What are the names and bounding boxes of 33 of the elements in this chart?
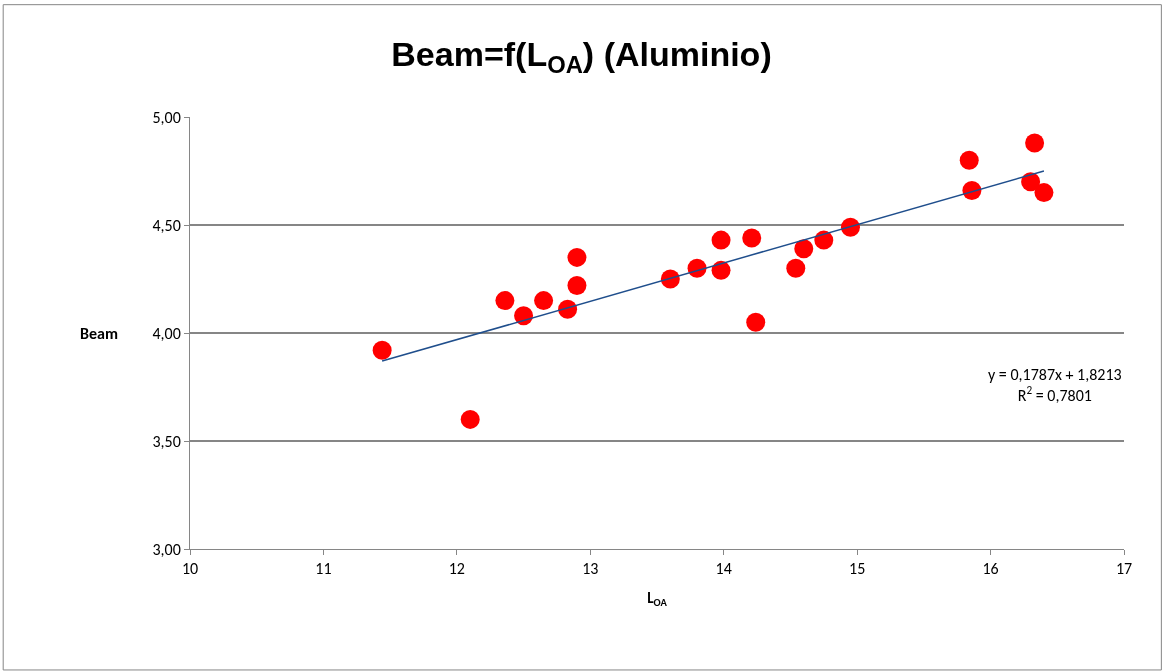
y-axis-title: Beam: [80, 324, 118, 343]
chart-title: Beam=f(L$_{OA}$) (Aluminio): [391, 34, 772, 78]
y-tick-label: 3,50: [152, 431, 181, 451]
y-tick-label: 3,00: [152, 539, 181, 559]
x-tick-label: 15: [849, 559, 866, 579]
x-tick-label: 17: [1115, 559, 1133, 579]
point: [534, 291, 554, 311]
annotation: y = 0,1787x + 1,8213 R$^{2}$ = 0,7801: [988, 365, 1122, 405]
x-axis-title: L$_{OA}$: [647, 589, 668, 610]
point: [567, 247, 587, 267]
point: [567, 275, 587, 295]
point: [711, 230, 731, 250]
y-tick-label: 4,00: [152, 323, 181, 343]
point: [1034, 183, 1054, 203]
point: [1025, 133, 1045, 153]
x-tick-label: 16: [982, 559, 999, 579]
point: [742, 228, 762, 248]
x-tick-label: 12: [448, 559, 465, 579]
y-tick-label: 4,50: [152, 215, 181, 235]
point: [746, 312, 766, 332]
point: [711, 260, 731, 280]
y-tick-label: 5,00: [152, 107, 181, 127]
point: [372, 340, 392, 360]
point: [460, 409, 480, 429]
point: [495, 291, 515, 311]
point: [814, 230, 834, 250]
x-tick-label: 13: [582, 559, 599, 579]
x-tick-label: 11: [315, 559, 332, 579]
x-tick-label: 14: [715, 559, 732, 579]
point: [786, 258, 806, 278]
point: [959, 150, 979, 170]
x-tick-label: 10: [181, 559, 199, 579]
point: [794, 239, 814, 259]
